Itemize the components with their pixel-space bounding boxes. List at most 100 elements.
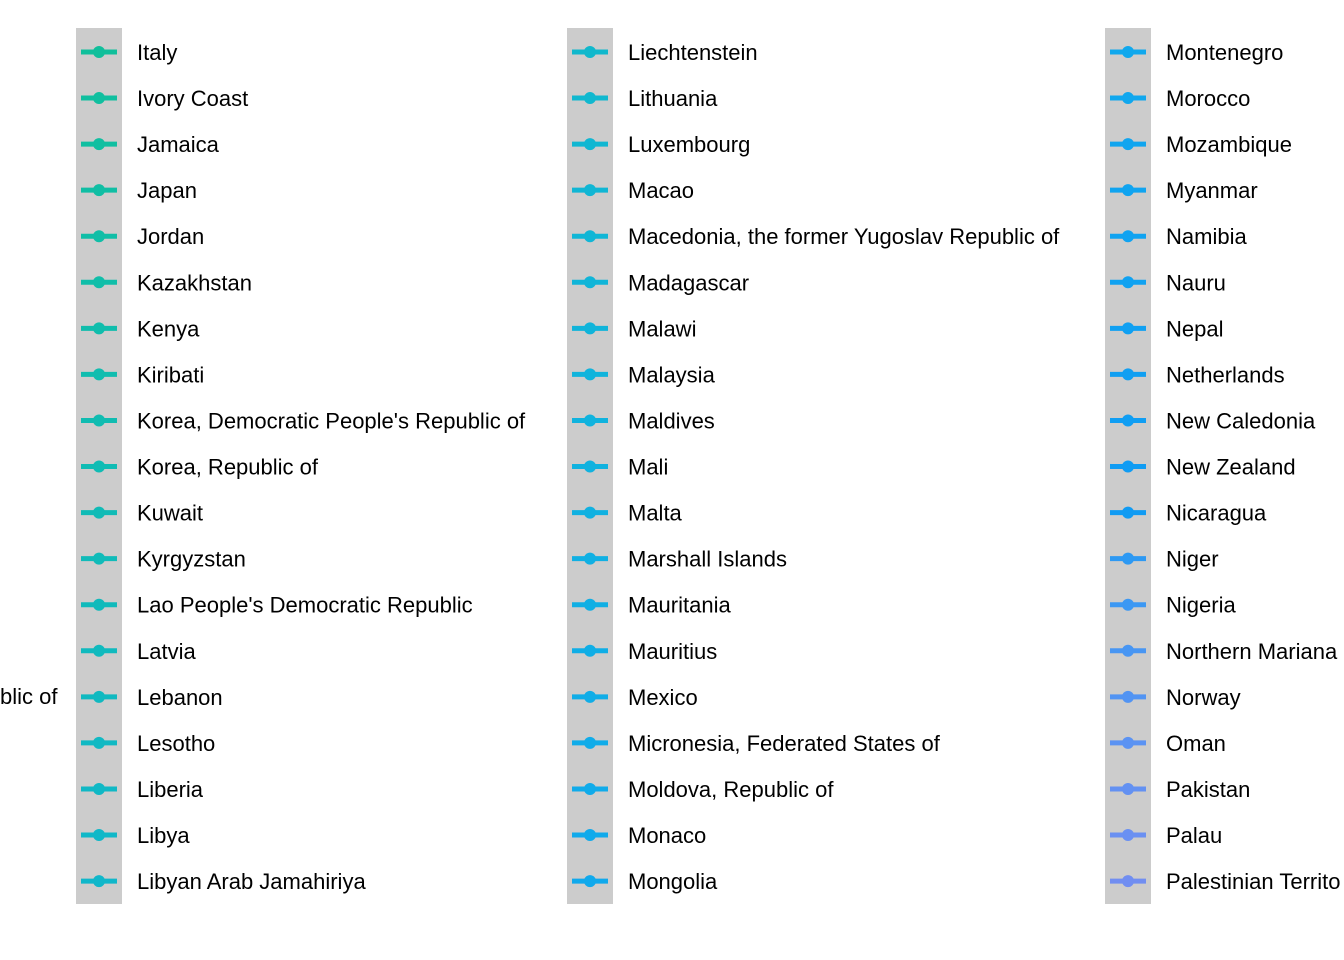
legend-label: Oman [1166, 731, 1226, 756]
legend-entry: Kyrgyzstan [81, 547, 246, 572]
legend-entry: Mali [572, 455, 668, 480]
legend-entry: Palau [1110, 823, 1222, 848]
legend-label: Malta [628, 501, 683, 526]
legend-key-point [584, 875, 596, 888]
legend-label: Lao People's Democratic Republic [137, 593, 473, 618]
legend-entry: Lao People's Democratic Republic [81, 593, 473, 618]
legend-key-point [1122, 782, 1134, 795]
legend-entry: Nepal [1110, 316, 1223, 341]
legend-label: Macao [628, 178, 694, 203]
legend-entry: Palestinian Territo [1110, 869, 1340, 894]
legend-entry: Mauritius [572, 639, 717, 664]
legend-label: Monaco [628, 823, 706, 848]
legend-key-point [93, 460, 105, 473]
legend-key-point [584, 368, 596, 381]
legend-entry: Northern Mariana [1110, 639, 1338, 664]
legend-key-point [93, 138, 105, 151]
legend-entry: Lesotho [81, 731, 215, 756]
legend-key-point [584, 782, 596, 795]
legend-label: Nicaragua [1166, 501, 1267, 526]
legend-key-point [584, 414, 596, 427]
legend-key-point [1122, 829, 1134, 842]
legend-label: Kuwait [137, 501, 203, 526]
legend-entry: New Caledonia [1110, 408, 1316, 433]
legend-key-point [584, 736, 596, 749]
legend-key-point [93, 598, 105, 611]
legend-key-point [1122, 184, 1134, 197]
legend-label: Netherlands [1166, 362, 1285, 387]
legend-key-point [93, 552, 105, 565]
legend-entry: Jordan [81, 224, 204, 249]
legend-key-point [1122, 322, 1134, 335]
legend-entry: Kiribati [81, 362, 204, 387]
legend-label: Libyan Arab Jamahiriya [137, 869, 366, 894]
legend-label: Malawi [628, 316, 696, 341]
legend-label: Malaysia [628, 362, 716, 387]
legend-label: Libya [137, 823, 190, 848]
legend-key-point [93, 782, 105, 795]
legend-label: Madagascar [628, 270, 749, 295]
legend-label: Macedonia, the former Yugoslav Republic … [628, 224, 1060, 249]
legend-entry: Kazakhstan [81, 270, 252, 295]
legend-label: Mongolia [628, 869, 718, 894]
legend-entry: Maldives [572, 408, 715, 433]
legend-key-point [1122, 230, 1134, 243]
legend-entry: Mauritania [572, 593, 731, 618]
legend-label: Jordan [137, 224, 204, 249]
legend-entry: Macedonia, the former Yugoslav Republic … [572, 224, 1060, 249]
legend-entry: Kenya [81, 316, 200, 341]
legend-label: Maldives [628, 408, 715, 433]
legend-label: Pakistan [1166, 777, 1250, 802]
legend-entry: Lithuania [572, 86, 718, 111]
legend-label: Nauru [1166, 270, 1226, 295]
legend-entry: Libya [81, 823, 190, 848]
legend-key-point [584, 138, 596, 151]
legend-key-point [1122, 92, 1134, 105]
legend-key-point [1122, 138, 1134, 151]
legend-key-point [584, 322, 596, 335]
legend-label: Kazakhstan [137, 270, 252, 295]
legend-label: Myanmar [1166, 178, 1258, 203]
legend-key-point [1122, 368, 1134, 381]
legend-key-point [1122, 598, 1134, 611]
legend-label: Kenya [137, 316, 200, 341]
legend-key-point [93, 230, 105, 243]
legend-key-point [93, 506, 105, 519]
legend-entry: Morocco [1110, 86, 1250, 111]
legend-entry: Micronesia, Federated States of [572, 731, 941, 756]
legend-label: Liberia [137, 777, 204, 802]
legend-entry: Montenegro [1110, 40, 1283, 65]
legend-label: Japan [137, 178, 197, 203]
legend-entry: Kuwait [81, 501, 203, 526]
legend-label: Ivory Coast [137, 86, 248, 111]
legend-key-point [93, 829, 105, 842]
legend-key-point [584, 46, 596, 58]
legend-key-point [584, 829, 596, 842]
legend-label: Luxembourg [628, 132, 750, 157]
legend-key-point [1122, 414, 1134, 427]
legend-entry: Ivory Coast [81, 86, 248, 111]
legend-key-point [584, 552, 596, 565]
legend-label: Lesotho [137, 731, 215, 756]
legend-key-point [1122, 690, 1134, 703]
legend-entry: Mexico [572, 685, 698, 710]
legend-key-point [93, 276, 105, 289]
legend-entry: Italy [81, 40, 177, 65]
legend-label: Lithuania [628, 86, 718, 111]
legend-entry: Madagascar [572, 270, 749, 295]
legend-label: Mozambique [1166, 132, 1292, 157]
legend-label: Liechtenstein [628, 40, 758, 65]
legend-key-point [93, 644, 105, 657]
legend-key-point [93, 184, 105, 197]
legend-key-point [584, 460, 596, 473]
legend-key-point [93, 414, 105, 427]
legend-entry: Marshall Islands [572, 547, 787, 572]
legend-label: Palestinian Territo [1166, 869, 1340, 894]
overflow-label-fragment: blic of [0, 684, 58, 709]
legend-entry: Norway [1110, 685, 1241, 710]
legend-label: Nepal [1166, 316, 1223, 341]
legend-key-point [584, 230, 596, 243]
legend-label: Italy [137, 40, 177, 65]
legend-entry: Moldova, Republic of [572, 777, 834, 802]
